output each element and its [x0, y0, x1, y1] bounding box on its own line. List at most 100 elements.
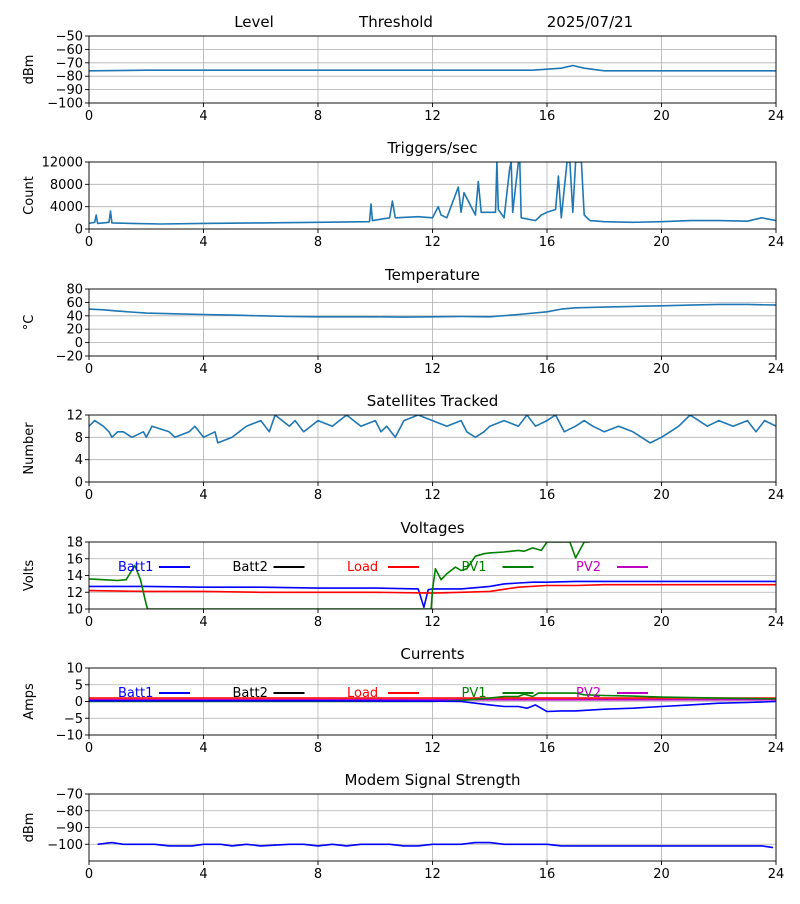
y-tick-label: 12000 — [42, 156, 83, 171]
x-tick-label: 16 — [539, 235, 556, 250]
series-group — [89, 303, 776, 318]
series-group — [89, 415, 776, 444]
series-line-value — [89, 64, 776, 72]
x-tick-label: 24 — [768, 109, 785, 124]
series-line-value — [89, 162, 776, 225]
x-tick-label: 20 — [653, 235, 670, 250]
y-tick-label: 4000 — [50, 200, 83, 215]
x-tick-label: 8 — [314, 362, 322, 377]
x-tick-label: 8 — [314, 488, 322, 503]
legend-label-batt2: Batt2 — [233, 560, 268, 575]
series-group — [97, 841, 774, 849]
x-tick-label: 16 — [539, 488, 556, 503]
x-tick-label: 16 — [539, 615, 556, 630]
x-tick-label: 12 — [424, 362, 441, 377]
y-tick-label: −80 — [56, 70, 83, 85]
legend-label-pv1: PV1 — [462, 686, 487, 701]
legend-label-load: Load — [347, 560, 378, 575]
x-tick-label: 24 — [768, 867, 785, 882]
y-tick-label: −50 — [56, 30, 83, 45]
x-tick-label: 0 — [85, 109, 93, 124]
x-tick-label: 12 — [424, 109, 441, 124]
x-tick-label: 24 — [768, 362, 785, 377]
x-tick-label: 4 — [199, 362, 207, 377]
x-tick-label: 12 — [424, 741, 441, 756]
y-tick-label: −80 — [56, 804, 83, 819]
x-tick-label: 24 — [768, 615, 785, 630]
x-tick-label: 0 — [85, 615, 93, 630]
series-line-pv1 — [89, 542, 590, 609]
chart-title: Modem Signal Strength — [345, 771, 521, 789]
series-group — [89, 64, 776, 72]
x-tick-label: 16 — [539, 741, 556, 756]
series-group — [89, 692, 776, 713]
x-tick-label: 8 — [314, 109, 322, 124]
y-tick-label: −20 — [56, 350, 83, 365]
legend-label-load: Load — [347, 686, 378, 701]
x-tick-label: 12 — [424, 615, 441, 630]
series-line-value — [89, 415, 776, 444]
x-tick-label: 12 — [424, 235, 441, 250]
chart-satellites: 0 4 8 12 16 20 24 0 4 8 12 Satellites Tracked Number — [22, 392, 784, 503]
y-tick-label: 14 — [66, 569, 83, 584]
y-axis-label: dBm — [22, 55, 37, 85]
y-tick-label: 10 — [66, 603, 83, 618]
header-threshold: Threshold — [358, 13, 433, 31]
x-tick-label: 16 — [539, 867, 556, 882]
x-tick-label: 4 — [199, 488, 207, 503]
x-tick-label: 4 — [199, 741, 207, 756]
y-tick-label: 16 — [66, 552, 83, 567]
x-tick-label: 24 — [768, 488, 785, 503]
x-tick-label: 0 — [85, 235, 93, 250]
y-tick-label: 0 — [75, 695, 83, 710]
x-tick-label: 4 — [199, 615, 207, 630]
series-group — [89, 162, 776, 225]
series-line-batt1 — [89, 699, 776, 713]
y-tick-label: 5 — [75, 678, 83, 693]
x-tick-label: 8 — [314, 741, 322, 756]
y-axis-label: Amps — [22, 683, 37, 720]
y-axis-label: Count — [22, 176, 37, 215]
x-tick-label: 20 — [653, 615, 670, 630]
y-tick-label: 18 — [66, 536, 83, 551]
y-tick-label: 8000 — [50, 178, 83, 193]
x-tick-label: 0 — [85, 488, 93, 503]
y-tick-label: 60 — [66, 296, 83, 311]
y-tick-label: 0 — [75, 336, 83, 351]
y-tick-label: 20 — [66, 323, 83, 338]
series-line-pv1 — [89, 692, 776, 703]
y-axis-label: Number — [22, 422, 37, 475]
y-axis-label: dBm — [22, 813, 37, 843]
chart-title: Satellites Tracked — [367, 392, 498, 410]
x-tick-label: 20 — [653, 362, 670, 377]
series-line-batt1 — [89, 580, 776, 609]
x-tick-label: 4 — [199, 109, 207, 124]
x-tick-label: 12 — [424, 488, 441, 503]
chart-level: 0 4 8 12 16 20 24 −100−90−80−70−60−50 dBm — [22, 30, 784, 125]
y-tick-label: −90 — [56, 83, 83, 98]
chart-triggers: 0 4 8 12 16 20 24 0 4000 8000 12000 Triggers/sec Cou… — [22, 139, 784, 250]
legend-label-batt1: Batt1 — [118, 560, 153, 575]
x-tick-label: 0 — [85, 867, 93, 882]
x-tick-label: 20 — [653, 741, 670, 756]
series-line-value — [97, 841, 774, 849]
y-tick-label: −100 — [47, 97, 83, 112]
y-tick-label: −70 — [56, 56, 83, 71]
y-tick-label: −5 — [64, 712, 83, 727]
header-date: 2025/07/21 — [547, 13, 633, 31]
chart-title: Voltages — [400, 519, 464, 537]
x-tick-label: 0 — [85, 362, 93, 377]
x-tick-label: 20 — [653, 109, 670, 124]
y-tick-label: −70 — [56, 788, 83, 803]
x-tick-label: 8 — [314, 867, 322, 882]
x-tick-label: 8 — [314, 615, 322, 630]
y-tick-label: 4 — [75, 453, 83, 468]
y-axis-label: Volts — [22, 560, 37, 592]
x-tick-label: 16 — [539, 362, 556, 377]
y-tick-label: −60 — [56, 43, 83, 58]
y-tick-label: −90 — [56, 821, 83, 836]
